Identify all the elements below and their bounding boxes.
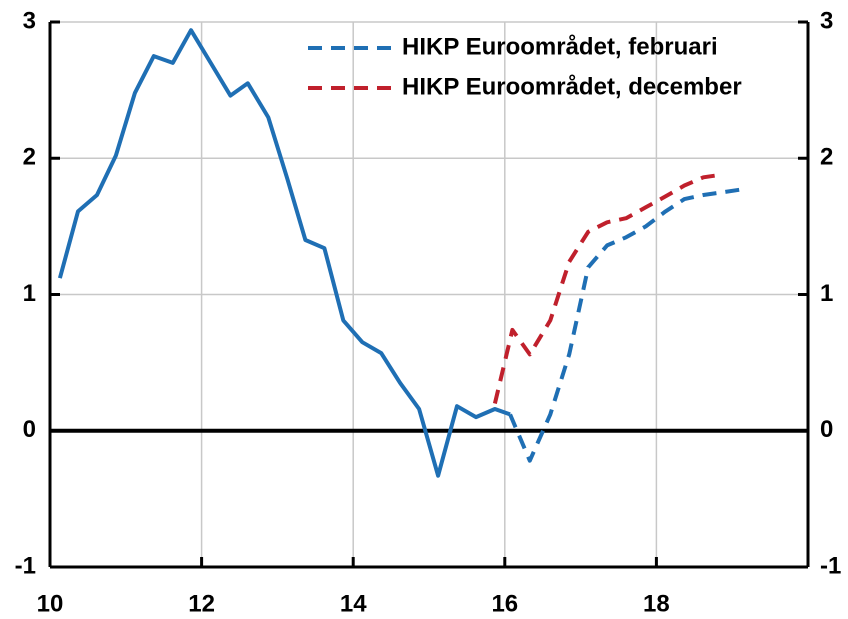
y-tick-label: -1 (15, 552, 36, 579)
y-tick-label: 3 (23, 7, 36, 34)
line-series (57, 28, 511, 478)
legend-label: HIKP Euroområdet, februari (402, 33, 718, 60)
y-tick-label: 2 (23, 144, 36, 171)
y2-tick-label: 2 (820, 144, 833, 171)
y2-tick-label: -1 (820, 552, 841, 579)
x-tick-label: 12 (188, 590, 215, 617)
y2-tick-label: 3 (820, 7, 833, 34)
y2-tick-label: 1 (820, 280, 833, 307)
x-tick-label: 10 (37, 590, 64, 617)
x-tick-label: 18 (643, 590, 670, 617)
y-tick-label: 0 (23, 416, 36, 443)
y2-tick-label: 0 (820, 416, 833, 443)
y-tick-label: 1 (23, 280, 36, 307)
legend-label: HIKP Euroområdet, december (402, 73, 742, 100)
x-tick-label: 14 (340, 590, 367, 617)
x-tick-label: 16 (491, 590, 518, 617)
line-series (492, 172, 723, 404)
line-series (508, 187, 741, 463)
